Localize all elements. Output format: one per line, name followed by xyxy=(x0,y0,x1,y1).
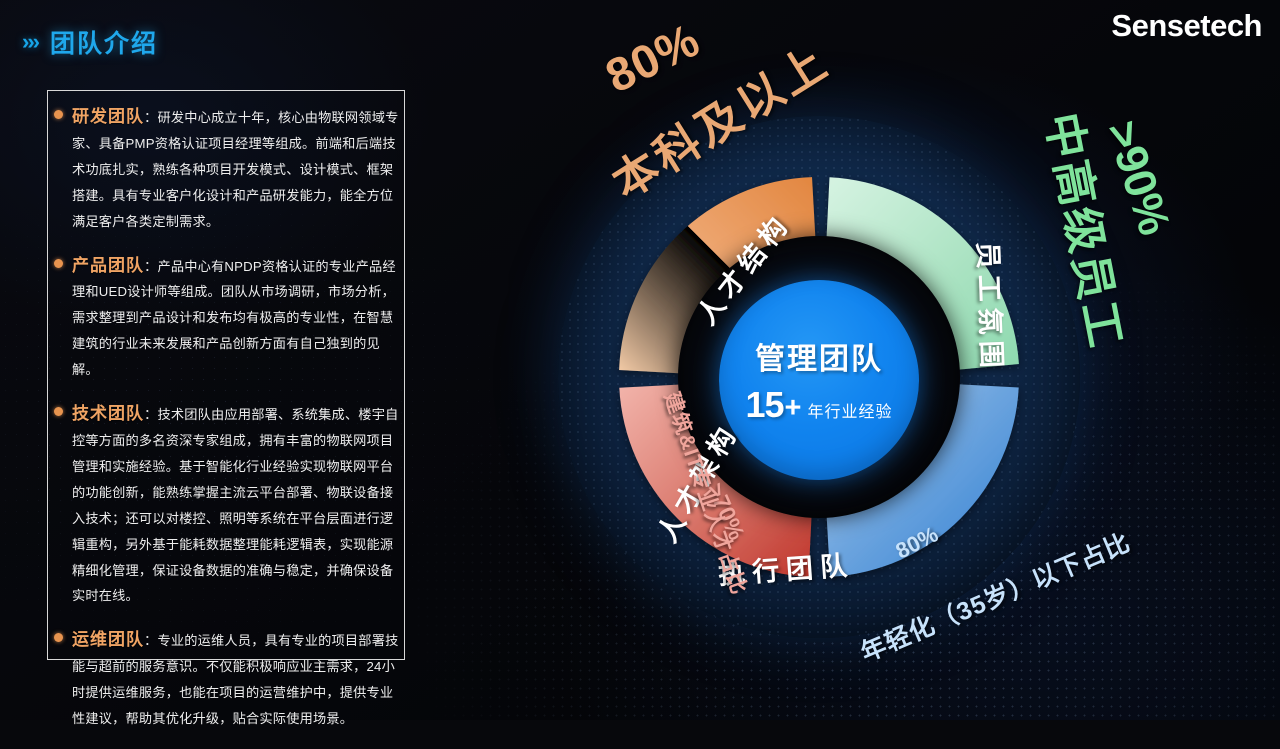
donut-segments xyxy=(619,177,1019,577)
center-title: 管理团队 xyxy=(755,343,883,376)
donut-chart: 管理团队 15 + 年行业经验 人才结构 员工氛围 执行团队 人才架构 80% … xyxy=(500,12,1181,708)
block-separator: ： xyxy=(144,633,158,649)
segment-talent-structure[interactable] xyxy=(619,177,817,375)
block-heading: 产品团队 xyxy=(72,255,144,275)
slide-background: ››› 团队介绍 Sensetech 研发团队：研发中心成立十年，核心由物联网领… xyxy=(0,0,1280,726)
list-item: 研发团队：研发中心成立十年，核心由物联网领域专家、具备PMP资格认证项目经理等组… xyxy=(52,103,404,235)
page-title: ››› 团队介绍 xyxy=(22,24,158,60)
chevron-right-icon: ››› xyxy=(22,29,40,54)
segment-execution-team[interactable] xyxy=(825,383,1019,577)
block-separator: ： xyxy=(144,110,158,125)
segment-label-employee-atmosphere: 员工氛围 xyxy=(972,241,1007,375)
brand-logo: Sensetech xyxy=(1111,8,1262,43)
bullet-dot-icon xyxy=(54,407,63,417)
block-body: 产品中心有NPDP资格认证的专业产品经理和UED设计师等组成。团队从市场调研，市… xyxy=(72,258,396,378)
info-panel-content: 研发团队：研发中心成立十年，核心由物联网领域专家、具备PMP资格认证项目经理等组… xyxy=(52,103,404,749)
block-heading: 运维团队 xyxy=(72,630,144,650)
block-separator: ： xyxy=(144,258,158,274)
list-item: 运维团队：专业的运维人员，具有专业的项目部署技能与超前的服务意识。不仅能积极响应… xyxy=(52,626,404,732)
center-subtitle: 15 + 年行业经验 xyxy=(746,384,893,426)
segment-talent-architecture[interactable] xyxy=(619,383,813,577)
page-title-text: 团队介绍 xyxy=(49,30,158,58)
list-item: 产品团队：产品中心有NPDP资格认证的专业产品经理和UED设计师等组成。团队从市… xyxy=(52,252,404,384)
block-heading: 技术团队 xyxy=(72,404,144,424)
bullet-dot-icon xyxy=(54,258,63,268)
segment-employee-atmosphere[interactable] xyxy=(825,177,1019,372)
list-item: 技术团队：技术团队由应用部署、系统集成、楼宇自控等方面的多名资深专家组成，拥有丰… xyxy=(52,400,404,609)
block-body: 研发中心成立十年，核心由物联网领域专家、具备PMP资格认证项目经理等组成。前端和… xyxy=(72,110,399,229)
chart-center: 管理团队 15 + 年行业经验 xyxy=(719,280,919,480)
center-number: 15 xyxy=(745,384,785,425)
center-plus-symbol: + xyxy=(784,392,802,424)
bullet-dot-icon xyxy=(54,633,63,643)
block-body: 技术团队由应用部署、系统集成、楼宇自控等方面的多名资深专家组成，拥有丰富的物联网… xyxy=(72,407,399,604)
center-unit: 年行业经验 xyxy=(807,404,893,421)
block-heading: 研发团队 xyxy=(72,107,144,126)
bullet-dot-icon xyxy=(54,110,63,119)
block-separator: ： xyxy=(144,407,158,423)
info-panel-border xyxy=(47,90,405,660)
